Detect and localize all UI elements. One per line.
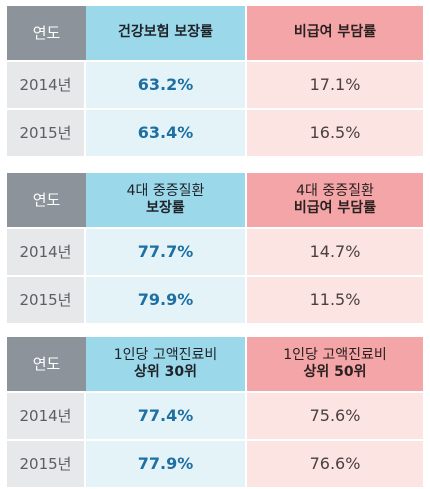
- header-line: 비급여 부담률: [293, 200, 377, 216]
- header-year: 연도: [7, 6, 86, 62]
- cell-top-50-value: 75.6%: [247, 393, 423, 441]
- header-year: 연도: [7, 173, 86, 229]
- cell-coverage-value: 79.9%: [86, 277, 247, 325]
- cell-year: 2014년: [7, 393, 86, 441]
- cell-burden-value: 14.7%: [247, 229, 423, 277]
- header-line: 4대 중증질환: [296, 182, 374, 199]
- cell-coverage-value: 63.4%: [86, 110, 247, 158]
- header-line: 비급여 부담률: [293, 24, 377, 41]
- header-line: 1인당 고액진료비: [113, 346, 218, 363]
- header-top-50: 1인당 고액진료비 상위 50위: [247, 337, 423, 393]
- header-line: 4대 중증질환: [126, 182, 205, 199]
- header-line: 보장률: [146, 200, 185, 216]
- table-four-major-diseases: 연도 4대 중증질환 보장률 4대 중증질환 비급여 부담률 2014년 77.…: [7, 173, 423, 325]
- header-top-30: 1인당 고액진료비 상위 30위: [86, 337, 247, 393]
- header-coverage-rate: 4대 중증질환 보장률: [86, 173, 247, 229]
- cell-top-50-value: 76.6%: [247, 441, 423, 489]
- cell-top-30-value: 77.9%: [86, 441, 247, 489]
- cell-coverage-value: 77.7%: [86, 229, 247, 277]
- cell-year: 2015년: [7, 110, 86, 158]
- cell-burden-value: 16.5%: [247, 110, 423, 158]
- cell-coverage-value: 63.2%: [86, 62, 247, 110]
- header-line: 1인당 고액진료비: [283, 346, 387, 363]
- header-line: 건강보험 보장률: [117, 24, 214, 41]
- cell-year: 2015년: [7, 277, 86, 325]
- header-year: 연도: [7, 337, 86, 393]
- cell-year: 2014년: [7, 229, 86, 277]
- cell-burden-value: 17.1%: [247, 62, 423, 110]
- cell-top-30-value: 77.4%: [86, 393, 247, 441]
- header-line: 상위 30위: [134, 364, 197, 380]
- cell-year: 2014년: [7, 62, 86, 110]
- header-coverage-rate: 건강보험 보장률: [86, 6, 247, 62]
- cell-year: 2015년: [7, 441, 86, 489]
- cell-burden-value: 11.5%: [247, 277, 423, 325]
- table-health-insurance-coverage: 연도 건강보험 보장률 비급여 부담률 2014년 63.2% 17.1% 20…: [7, 6, 423, 158]
- header-non-covered-burden: 4대 중증질환 비급여 부담률: [247, 173, 423, 229]
- header-line: 상위 50위: [303, 364, 367, 380]
- header-non-covered-burden: 비급여 부담률: [247, 6, 423, 62]
- table-high-cost-care: 연도 1인당 고액진료비 상위 30위 1인당 고액진료비 상위 50위 201…: [7, 337, 423, 489]
